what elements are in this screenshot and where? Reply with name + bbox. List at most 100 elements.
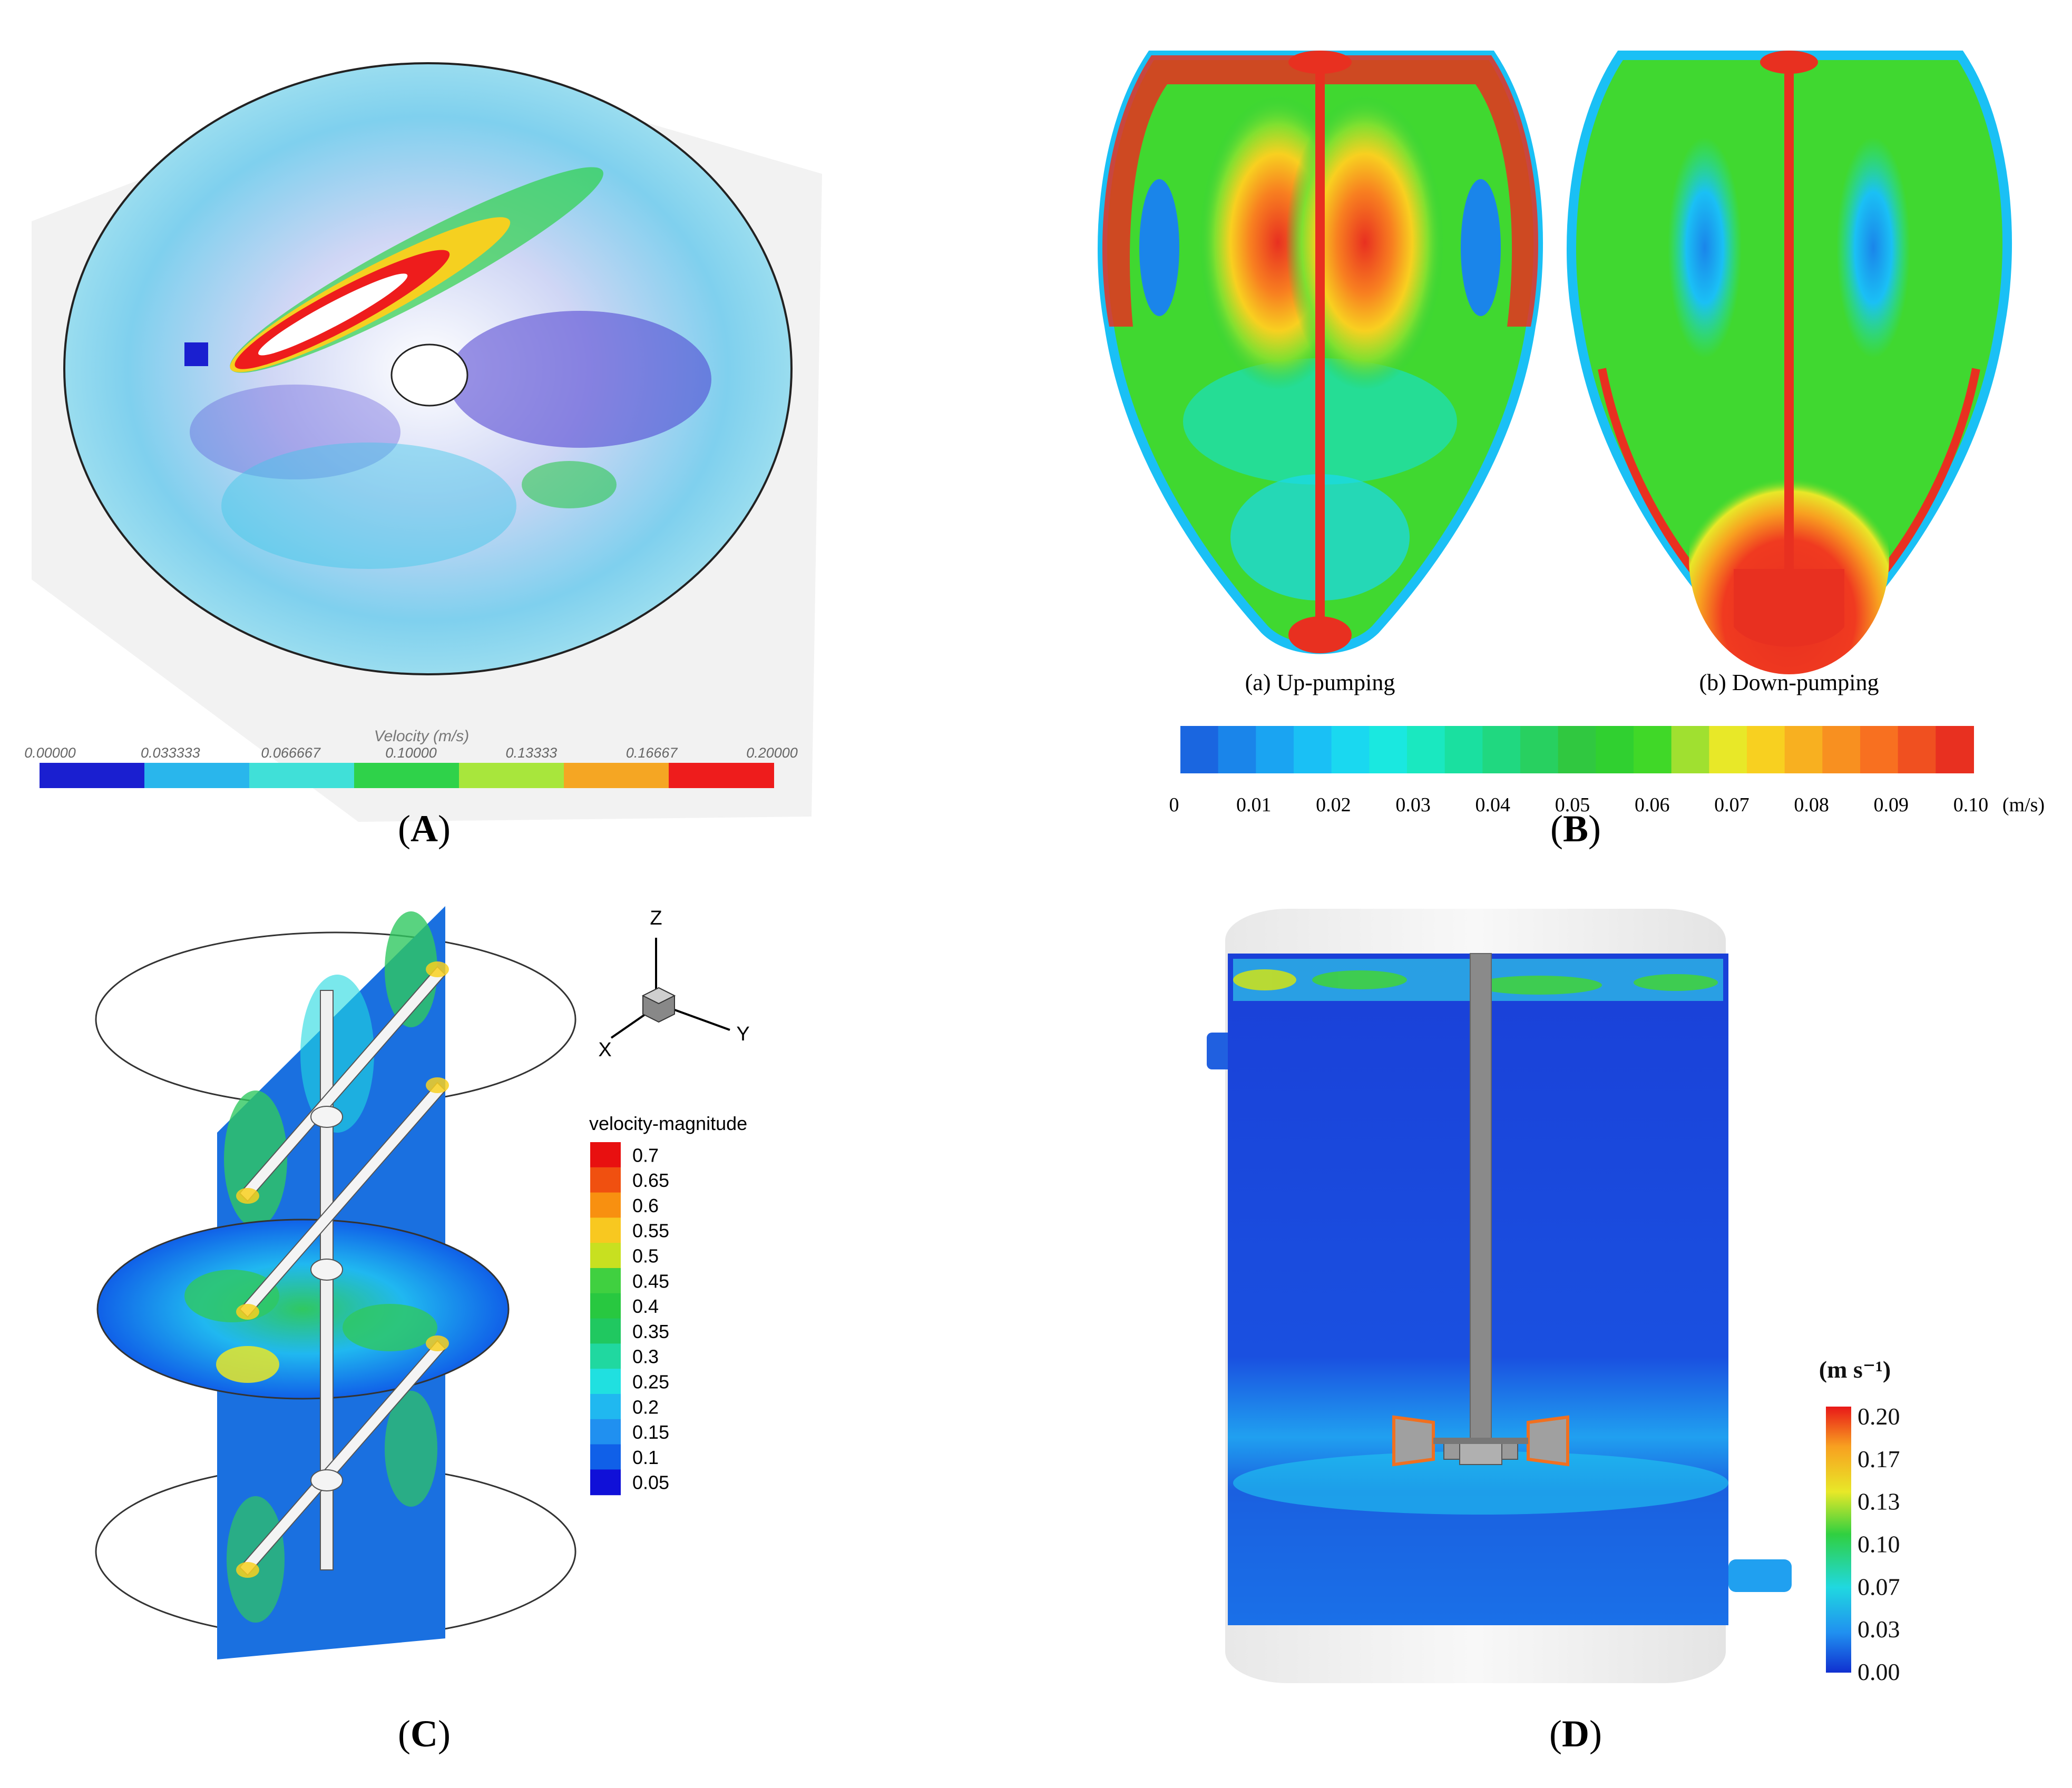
legend-c-value: 0.45: [632, 1270, 669, 1292]
colorbar-b-tick: 0.01: [1236, 794, 1272, 816]
colorbar-b-segment: [1822, 726, 1861, 773]
legend-c-value: 0.05: [632, 1472, 669, 1494]
inlet-marker: [184, 342, 208, 366]
agitator-shaft: [1470, 953, 1492, 1449]
legend-c-title: velocity-magnitude: [589, 1113, 747, 1134]
colorbar-a-tick: 0.16667: [626, 745, 678, 761]
colorbar-a: [40, 763, 774, 788]
legend-c: 0.7 0.65 0.6 0.55 0.5 0.45 0.4 0.35 0.3 0.25 0.2 0.…: [590, 1142, 669, 1496]
legend-c-value: 0.6: [632, 1195, 659, 1216]
colorbar-a-tick: 0.033333: [141, 745, 200, 761]
panel-b-label: (B): [1550, 808, 1601, 850]
colorbar-d-tick: 0.20: [1858, 1403, 1900, 1430]
colorbar-b-segment: [1482, 726, 1521, 773]
colorbar-b-tick: 0.03: [1395, 794, 1431, 816]
vessel-up-pumping: [1098, 51, 1543, 654]
legend-c-swatch: [590, 1419, 621, 1445]
jet-plume: [230, 167, 603, 373]
colorbar-b-tick: 0.10: [1953, 794, 1989, 816]
colorbar-b-ticks: 0 0.01 0.02 0.03 0.04 0.05 0.06 0.07 0.08 0.09 0.1…: [1169, 794, 1989, 816]
colorbar-a-tick: 0.20000: [746, 745, 798, 761]
axis-triad: Z Y X: [598, 907, 749, 1061]
green-spot: [522, 461, 617, 508]
colorbar-d-tick: 0.00: [1858, 1658, 1900, 1685]
colorbar-b-segment: [1596, 726, 1634, 773]
legend-c-swatch: [590, 1318, 621, 1344]
colorbar-d: [1826, 1407, 1851, 1673]
colorbar-a-tick: 0.13333: [506, 745, 558, 761]
colorbar-b-segment: [1634, 726, 1672, 773]
impeller-blades: [239, 966, 446, 1576]
vessel-down-pumping: [1567, 51, 2012, 674]
panel-c-label: (C): [398, 1713, 451, 1755]
horizontal-velocity-plane: [96, 1219, 510, 1400]
caption-up-pumping: (a) Up-pumping: [1245, 670, 1395, 695]
colorbar-a-segment: [40, 763, 145, 788]
legend-c-swatch: [590, 1444, 621, 1470]
colorbar-a-tick: 0.066667: [261, 745, 321, 761]
colorbar-b-segment: [1520, 726, 1559, 773]
colorbar-d-tick: 0.03: [1858, 1616, 1900, 1643]
legend-c-value: 0.55: [632, 1220, 669, 1242]
legend-c-value: 0.15: [632, 1421, 669, 1443]
low-velocity-region-2: [190, 385, 400, 479]
colorbar-b-tick: 0.09: [1874, 794, 1909, 816]
axis-x-label: X: [598, 1039, 611, 1061]
horizontal-plane-green-2: [343, 1304, 437, 1351]
colorbar-b-tick: 0: [1169, 794, 1179, 816]
legend-c-swatch: [590, 1293, 621, 1319]
panel-b: (a) Up-pumping (b) Down-pumping 0 0.01 0.0…: [1070, 40, 2060, 850]
outlet-nozzle: [1728, 1559, 1792, 1592]
legend-c-value: 0.1: [632, 1447, 659, 1468]
legend-c-value: 0.5: [632, 1245, 659, 1266]
panel-a-label: (A): [398, 808, 451, 850]
colorbar-b-segment: [1860, 726, 1899, 773]
colorbar-b-tick: 0.07: [1714, 794, 1750, 816]
horizontal-plane-yellow: [216, 1346, 279, 1383]
colorbar-d-tick: 0.07: [1858, 1573, 1900, 1600]
legend-c-swatch: [590, 1268, 621, 1294]
legend-c-swatch: [590, 1167, 621, 1193]
legend-c-value: 0.7: [632, 1144, 659, 1166]
colorbar-b-tick: 0.02: [1316, 794, 1351, 816]
colorbar-a-segment: [354, 763, 460, 788]
colorbar-a-segment: [564, 763, 669, 788]
colorbar-b-segment: [1671, 726, 1710, 773]
colorbar-d-ticks: 0.20 0.17 0.13 0.10 0.07 0.03 0.00: [1858, 1403, 1900, 1685]
panel-c: Z Y X velocity-magnitude 0.70.650.60.550…: [95, 906, 750, 1755]
legend-c-swatch: [590, 1243, 621, 1269]
caption-down-pumping: (b) Down-pumping: [1699, 670, 1879, 695]
colorbar-b-unit: (m/s): [2002, 794, 2045, 816]
legend-c-swatch: [590, 1394, 621, 1420]
colorbar-b-segment: [1898, 726, 1937, 773]
colorbar-b-segment: [1747, 726, 1785, 773]
colorbar-b-segment: [1936, 726, 1974, 773]
colorbar-b-segment: [1444, 726, 1483, 773]
axis-y-label: Y: [736, 1023, 749, 1045]
colorbar-a-tick: 0.00000: [24, 745, 76, 761]
colorbar-b-segment: [1709, 726, 1747, 773]
colorbar-a-ticks: 0.00000 0.033333 0.066667 0.10000 0.13333 0.1…: [24, 745, 798, 761]
legend-c-swatch: [590, 1217, 621, 1244]
colorbar-b-segment: [1558, 726, 1597, 773]
legend-c-swatch: [590, 1142, 621, 1168]
legend-c-swatch: [590, 1192, 621, 1219]
axis-z-label: Z: [650, 907, 662, 929]
impeller-d: [1392, 1415, 1569, 1467]
colorbar-b-segment: [1784, 726, 1823, 773]
colorbar-b-tick: 0.06: [1635, 794, 1670, 816]
colorbar-b: [1180, 726, 1974, 773]
legend-c-value: 0.4: [632, 1295, 659, 1317]
colorbar-b-segment: [1218, 726, 1257, 773]
colorbar-b-tick: 0.08: [1794, 794, 1829, 816]
colorbar-a-segment: [249, 763, 355, 788]
legend-c-swatch: [590, 1369, 621, 1394]
center-shaft-hole: [390, 343, 468, 407]
colorbar-b-segment: [1407, 726, 1445, 773]
panel-d-label: (D): [1549, 1713, 1602, 1755]
surface-hotspots: [1233, 969, 1718, 995]
legend-c-value: 0.25: [632, 1371, 669, 1392]
colorbar-b-tick: 0.04: [1475, 794, 1511, 816]
colorbar-a-tick: 0.10000: [385, 745, 437, 761]
